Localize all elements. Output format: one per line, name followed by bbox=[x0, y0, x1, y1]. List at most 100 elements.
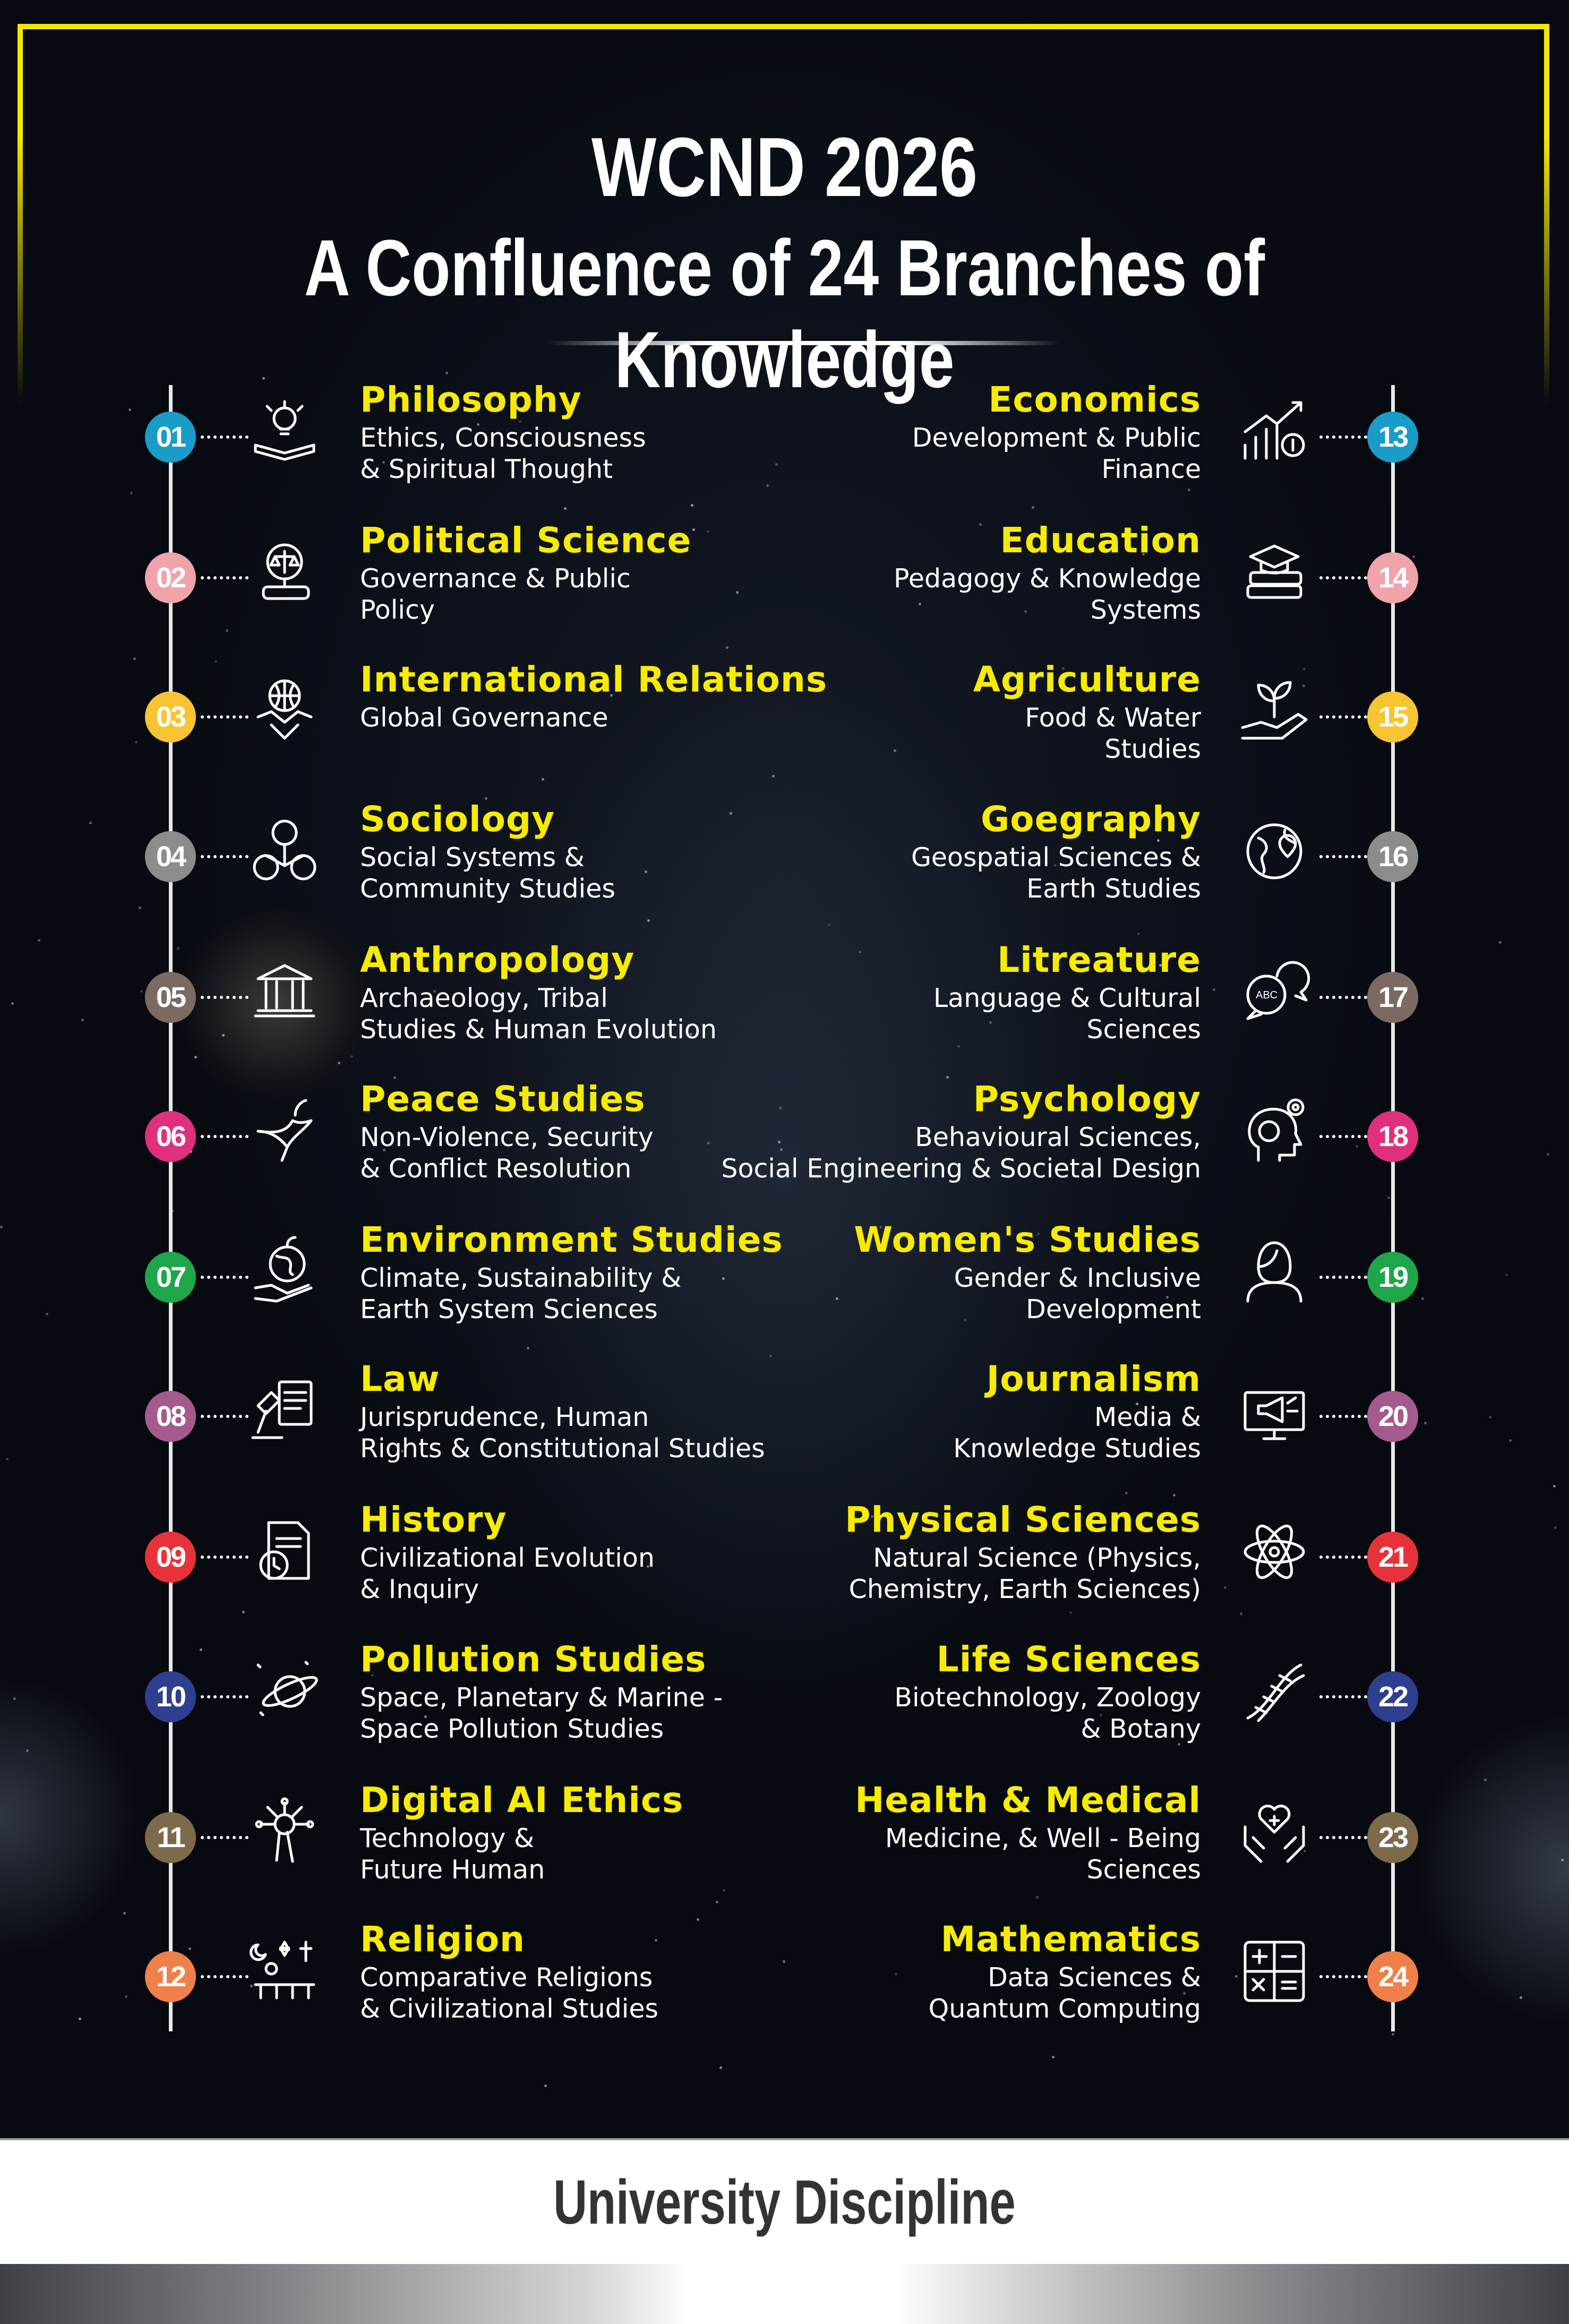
description-line: Governance & Public bbox=[360, 563, 631, 594]
footer-label: University Discipline bbox=[553, 2167, 1016, 2237]
star bbox=[1166, 1296, 1169, 1299]
medical-hands-icon bbox=[1237, 1795, 1311, 1869]
discipline-description: Comparative Religions & Civilizational St… bbox=[360, 1962, 944, 2024]
star bbox=[1235, 1975, 1238, 1978]
description-line: Systems bbox=[1090, 595, 1201, 625]
discipline-title: Psychology bbox=[973, 1079, 1201, 1120]
number-badge: 06 bbox=[145, 1111, 196, 1162]
star bbox=[81, 1018, 84, 1021]
description-line: Gender & Inclusive bbox=[954, 1263, 1201, 1293]
star bbox=[652, 1244, 655, 1247]
discipline-item: Women's Studies Gender & Inclusive Develop… bbox=[617, 1220, 1201, 1325]
number-badge: 01 bbox=[145, 412, 196, 463]
star bbox=[778, 1107, 782, 1110]
star bbox=[1484, 1778, 1487, 1781]
dotted-connector bbox=[201, 1836, 248, 1839]
number-badge: 18 bbox=[1367, 1111, 1418, 1162]
description-line: & Botany bbox=[1081, 1714, 1201, 1744]
star bbox=[610, 694, 613, 697]
discipline-description: Pedagogy & Knowledge Systems bbox=[617, 563, 1201, 626]
star bbox=[766, 484, 769, 487]
number-badge: 24 bbox=[1367, 1951, 1418, 2002]
star bbox=[393, 1076, 396, 1079]
dotted-connector bbox=[201, 1975, 248, 1978]
discipline-title: Peace Studies bbox=[360, 1079, 646, 1120]
religion-symbols-icon bbox=[247, 1934, 322, 2009]
calculator-icon bbox=[1237, 1934, 1311, 2009]
star bbox=[250, 1984, 253, 1987]
discipline-title: Journalism bbox=[986, 1358, 1201, 1399]
description-line: Ethics, Consciousness bbox=[360, 423, 646, 453]
discipline-item: Education Pedagogy & Knowledge Systems bbox=[617, 520, 1201, 626]
description-line: Medicine, & Well - Being bbox=[885, 1823, 1201, 1853]
discipline-title: Environment Studies bbox=[360, 1219, 783, 1260]
star bbox=[647, 1565, 650, 1568]
dotted-connector bbox=[1319, 576, 1367, 579]
star bbox=[828, 924, 831, 927]
star bbox=[11, 1002, 14, 1005]
star bbox=[1387, 1197, 1390, 1200]
star bbox=[188, 1947, 192, 1950]
star bbox=[486, 1450, 489, 1454]
globe-pin-icon bbox=[1237, 814, 1311, 888]
discipline-description: Media & Knowledge Studies bbox=[617, 1402, 1201, 1464]
star bbox=[1546, 1152, 1549, 1156]
star bbox=[541, 777, 544, 781]
discipline-item: International Relations Global Governance bbox=[360, 660, 944, 733]
star bbox=[957, 1045, 961, 1048]
description-line: Development & Public bbox=[912, 423, 1201, 453]
discipline-title: Litreature bbox=[997, 939, 1201, 980]
discipline-description: Medicine, & Well - Being Sciences bbox=[617, 1823, 1201, 1885]
star bbox=[365, 1668, 368, 1671]
star bbox=[1163, 1171, 1167, 1174]
discipline-description: Civilizational Evolution & Inquiry bbox=[360, 1542, 944, 1605]
description-line: Sciences bbox=[1086, 1014, 1201, 1045]
footer-band: University Discipline bbox=[0, 2138, 1569, 2264]
number-badge: 14 bbox=[1367, 552, 1418, 603]
star bbox=[1031, 506, 1034, 509]
dotted-connector bbox=[201, 1695, 248, 1698]
description-line: Data Sciences & bbox=[988, 1962, 1201, 1993]
number-badge: 04 bbox=[145, 831, 196, 882]
star bbox=[1136, 1403, 1139, 1406]
star bbox=[123, 1912, 126, 1915]
discipline-description: Natural Science (Physics, Chemistry, Eart… bbox=[617, 1542, 1201, 1605]
dotted-connector bbox=[201, 996, 248, 999]
number-badge: 08 bbox=[145, 1391, 196, 1442]
star bbox=[128, 408, 131, 412]
books-cap-icon bbox=[1237, 535, 1311, 610]
star bbox=[692, 528, 695, 532]
star bbox=[45, 1312, 48, 1315]
description-line: Space, Planetary & Marine - bbox=[360, 1682, 723, 1713]
star bbox=[894, 1973, 897, 1976]
ai-hand-icon bbox=[247, 1795, 322, 1869]
description-line: Comparative Religions bbox=[360, 1962, 653, 1993]
star bbox=[946, 1075, 949, 1079]
star bbox=[424, 1715, 427, 1718]
number-badge: 20 bbox=[1367, 1391, 1418, 1442]
description-line: Pedagogy & Knowledge bbox=[894, 563, 1201, 594]
star bbox=[697, 1918, 700, 1921]
event-title: WCND 2026 bbox=[591, 121, 978, 214]
star bbox=[736, 591, 739, 594]
star bbox=[1303, 1849, 1306, 1852]
svg-text:ABC: ABC bbox=[1256, 989, 1278, 1001]
discipline-title: Law bbox=[360, 1358, 440, 1399]
number-badge: 16 bbox=[1367, 831, 1418, 882]
star bbox=[1037, 1233, 1040, 1236]
star bbox=[783, 1960, 786, 1963]
star bbox=[1303, 667, 1306, 670]
event-subtitle: A Confluence of 24 Branches of Knowledge bbox=[304, 223, 1265, 404]
star bbox=[484, 797, 487, 800]
discipline-title: International Relations bbox=[360, 659, 828, 700]
number-badge: 13 bbox=[1367, 412, 1418, 463]
dotted-connector bbox=[201, 1556, 248, 1559]
number-badge: 22 bbox=[1367, 1671, 1418, 1722]
star bbox=[477, 423, 480, 426]
description-line: Future Human bbox=[360, 1855, 545, 1885]
discipline-item: Agriculture Food & Water Studies bbox=[617, 660, 1201, 765]
description-line: & Civilizational Studies bbox=[360, 1994, 659, 2024]
number-badge: 17 bbox=[1367, 972, 1418, 1023]
scales-globe-icon bbox=[247, 535, 322, 610]
dotted-connector bbox=[201, 855, 248, 858]
